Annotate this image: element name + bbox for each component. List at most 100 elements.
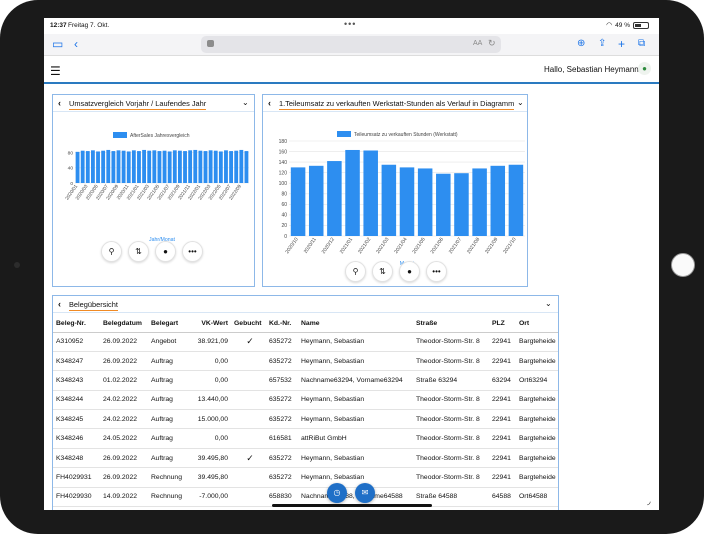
column-header[interactable]: VK-Wert (191, 315, 231, 333)
y-tick-label: 0 (70, 181, 73, 187)
more-icon[interactable]: ••• (426, 261, 447, 282)
search-icon[interactable]: ⚲ (101, 241, 122, 262)
table-row[interactable]: FH4029931 26.09.2022 Rechnung 39.495,80 6352… (53, 467, 558, 488)
back-icon[interactable]: ‹ (74, 37, 78, 51)
panel-actions: ⚲ ⇅ ● ••• (345, 261, 447, 282)
bar (345, 149, 360, 236)
table-cell: Angebot (148, 332, 191, 352)
bar (101, 150, 106, 183)
column-header[interactable]: PLZ (489, 315, 516, 333)
y-tick-label: 60 (281, 202, 287, 208)
table-cell: Theodor-Storm-Str. 8 (413, 467, 489, 488)
person-icon[interactable]: ● (155, 241, 176, 262)
timer-icon[interactable]: ◷ (327, 483, 347, 503)
table-cell: 26.09.2022 (100, 351, 148, 372)
bar (157, 151, 162, 183)
table-cell: 22941 (489, 409, 516, 430)
y-tick-label: 100 (279, 181, 288, 187)
user-icon[interactable]: ● (638, 62, 651, 75)
table-row[interactable]: K348245 24.02.2022 Auftrag 15.000,00 635272 H… (53, 409, 558, 430)
reload-icon[interactable]: ↻ (488, 38, 496, 48)
x-tick-label: 2020/11 (303, 237, 318, 255)
panel-divider (53, 312, 558, 313)
table-cell: Theodor-Storm-Str. 8 (413, 332, 489, 352)
table-cell: 635272 (266, 467, 298, 488)
table-cell: K348246 (53, 428, 100, 449)
panel-back-icon[interactable]: ‹ (58, 98, 61, 108)
screen: 12:37 Freitag 7. Okt. ••• ◠ 49 % ▭ ‹ AA … (44, 18, 659, 510)
new-tab-icon[interactable]: + (618, 37, 626, 51)
multitask-dots-icon[interactable]: ••• (344, 19, 357, 29)
bar (96, 151, 100, 183)
download-icon[interactable]: ⊕ (577, 38, 586, 49)
table-row[interactable]: K348247 26.09.2022 Auftrag 0,00 635272 Heyman… (53, 351, 558, 372)
camera-dot (14, 262, 20, 268)
column-header[interactable]: Name (298, 315, 413, 333)
column-header[interactable]: Belegart (148, 315, 191, 333)
booked-check-icon (231, 467, 266, 488)
bar (239, 149, 244, 183)
bar (90, 150, 95, 183)
panel-back-icon[interactable]: ‹ (268, 98, 271, 108)
person-icon[interactable]: ● (399, 261, 420, 282)
share-icon[interactable]: ⇪ (598, 38, 607, 49)
table-cell: 13.440,00 (191, 390, 231, 411)
more-icon[interactable]: ••• (182, 241, 203, 262)
home-button[interactable] (671, 253, 695, 277)
column-header[interactable]: Ort (516, 315, 558, 333)
table-cell: Nachname63294, Vorname63294 (298, 370, 413, 391)
x-tick-label: 2021/01 (339, 237, 354, 255)
sales-comparison-chart: AfterSales Jahresvergleich040802020/0120… (64, 132, 249, 243)
tabs-icon[interactable]: ⧉ (638, 38, 646, 49)
bar (198, 150, 203, 183)
bar (162, 150, 167, 183)
table-row[interactable]: K348244 24.02.2022 Auftrag 13.440,00 635272 H… (53, 390, 558, 411)
table-row[interactable]: K348243 01.02.2022 Auftrag 0,00 657532 Nachna… (53, 370, 558, 391)
table-row[interactable]: A310952 26.09.2022 Angebot 38.921,09 ✓ 635272… (53, 332, 558, 352)
table-cell: 26.09.2022 (100, 448, 148, 469)
sort-icon[interactable]: ⇅ (372, 261, 393, 282)
column-header[interactable]: Straße (413, 315, 489, 333)
greeting-text: Hallo, Sebastian Heymann (544, 65, 639, 74)
table-cell: 635272 (266, 390, 298, 411)
column-header[interactable]: Belegdatum (100, 315, 148, 333)
status-date: Freitag 7. Okt. (68, 22, 110, 29)
legend-label: AfterSales Jahresvergleich (130, 133, 190, 139)
panel-title: Umsatzvergleich Vorjahr / Laufendes Jahr (69, 99, 207, 110)
bar (436, 173, 451, 236)
bar (490, 165, 506, 236)
table-cell: 26.09.2022 (100, 332, 148, 352)
address-bar[interactable]: AA ↻ (201, 36, 501, 53)
table-row[interactable]: K348246 24.05.2022 Auftrag 0,00 616581 attRiB… (53, 428, 558, 449)
column-header[interactable]: Gebucht (231, 315, 266, 333)
reader-aa-icon[interactable]: AA (473, 40, 483, 47)
table-cell: FH4029930 (53, 487, 100, 508)
sort-icon[interactable]: ⇅ (128, 241, 149, 262)
table-cell: 657532 (266, 370, 298, 391)
bar (213, 150, 218, 183)
chevron-down-icon[interactable]: ⌄ (517, 98, 524, 107)
menu-icon[interactable]: ☰ (50, 64, 61, 78)
x-tick-label: 2021/02 (357, 237, 372, 255)
chevron-down-icon[interactable]: ⌄ (545, 299, 552, 308)
x-tick-label: 2021/05 (412, 237, 427, 255)
panel-back-icon[interactable]: ‹ (58, 299, 61, 309)
table-row[interactable]: K348248 26.09.2022 Auftrag 39.495,80 ✓ 635272… (53, 448, 558, 469)
sidebar-icon[interactable]: ▭ (52, 37, 64, 51)
table-cell: Heymann, Sebastian (298, 467, 413, 488)
y-tick-label: 80 (281, 192, 287, 198)
status-bar: 12:37 Freitag 7. Okt. ••• ◠ 49 % (44, 18, 659, 34)
mail-icon[interactable]: ✉ (355, 483, 375, 503)
search-icon[interactable]: ⚲ (345, 261, 366, 282)
column-header[interactable]: Beleg-Nr. (53, 315, 100, 333)
table-cell: 22941 (489, 332, 516, 352)
table-cell: 635272 (266, 332, 298, 352)
table-cell: 01.02.2022 (100, 370, 148, 391)
bar (85, 151, 90, 183)
bar (183, 151, 187, 183)
panel-divider (53, 111, 254, 112)
legend-swatch (113, 132, 127, 138)
chevron-down-icon[interactable]: ⌄ (242, 98, 249, 107)
table-cell: 0,00 (191, 428, 231, 449)
column-header[interactable]: Kd.-Nr. (266, 315, 298, 333)
